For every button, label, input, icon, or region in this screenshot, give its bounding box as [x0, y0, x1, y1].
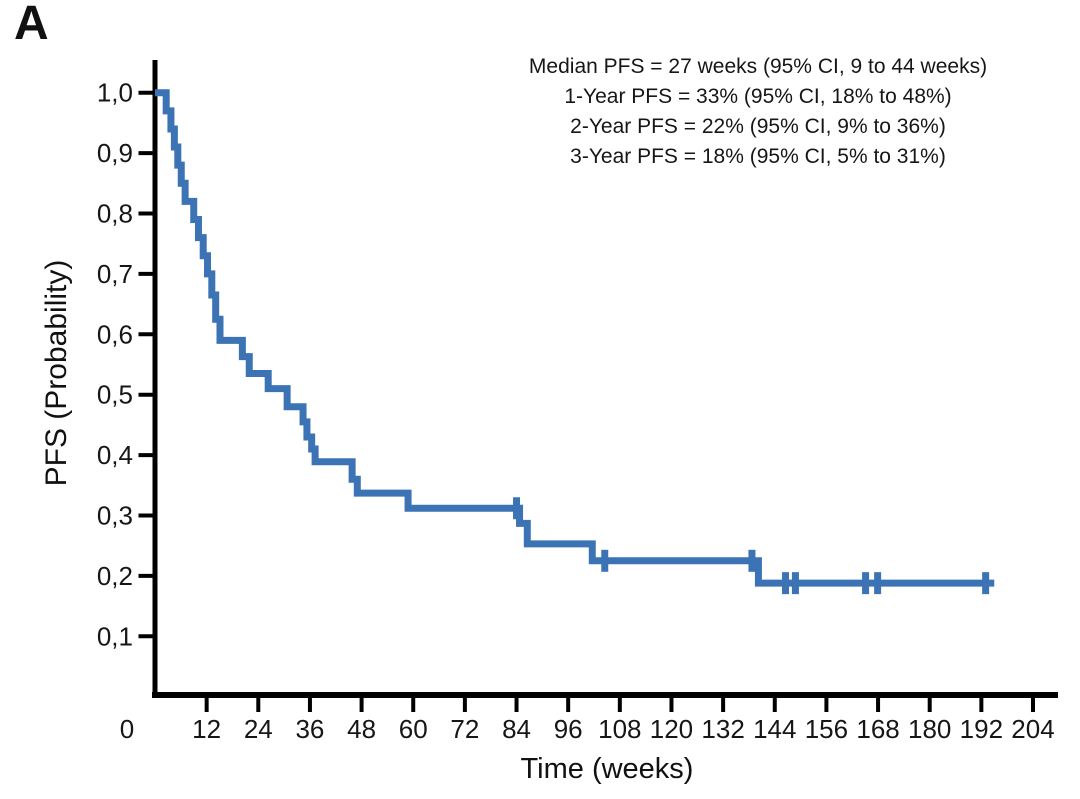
x-tick-label: 132	[701, 714, 744, 744]
x-tick-label: 180	[908, 714, 951, 744]
y-tick-label: 1,0	[97, 78, 133, 108]
stat-3-year-pfs: 3-Year PFS = 18% (95% CI, 5% to 31%)	[570, 145, 946, 168]
y-tick-label: 0,8	[97, 199, 133, 229]
y-tick-label: 0,1	[97, 621, 133, 651]
x-tick-label: 12	[192, 714, 221, 744]
x-tick-label: 120	[650, 714, 693, 744]
km-curve	[155, 89, 995, 587]
x-tick-label: 192	[960, 714, 1003, 744]
stat-median-pfs: Median PFS = 27 weeks (95% CI, 9 to 44 w…	[528, 55, 988, 78]
x-tick-label: 204	[1011, 714, 1054, 744]
y-tick-label: 0,2	[97, 561, 133, 591]
x-tick-label: 24	[244, 714, 273, 744]
y-tick-label: 0,4	[97, 440, 133, 470]
x-tick-label: 108	[598, 714, 641, 744]
y-tick-label: 0,5	[97, 380, 133, 410]
x-tick-label: 48	[347, 714, 376, 744]
x-tick-label: 36	[295, 714, 324, 744]
panel-label: A	[14, 0, 49, 50]
stats-annotation: Median PFS = 27 weeks (95% CI, 9 to 44 w…	[458, 52, 1058, 172]
y-tick-label: 0,7	[97, 259, 133, 289]
y-tick-label: 0,9	[97, 138, 133, 168]
stat-2-year-pfs: 2-Year PFS = 22% (95% CI, 9% to 36%)	[570, 115, 946, 138]
x-tick-label: 72	[450, 714, 479, 744]
x-tick-label: 168	[856, 714, 899, 744]
x-tick-label: 144	[753, 714, 796, 744]
y-tick-label: 0,3	[97, 501, 133, 531]
x-tick-label: 156	[805, 714, 848, 744]
stat-1-year-pfs: 1-Year PFS = 33% (95% CI, 18% to 48%)	[564, 85, 952, 108]
x-axis-title: Time (weeks)	[520, 753, 694, 785]
x-tick-label: 84	[502, 714, 531, 744]
x-tick-label: 96	[554, 714, 583, 744]
x-tick-label: 0	[120, 714, 134, 744]
y-tick-label: 0,6	[97, 319, 133, 349]
x-tick-label: 60	[399, 714, 428, 744]
